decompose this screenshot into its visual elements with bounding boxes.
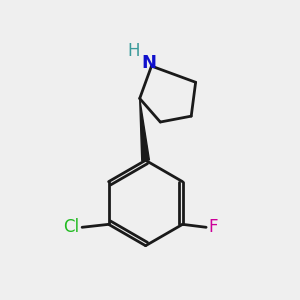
Text: F: F — [209, 218, 218, 236]
Text: H: H — [127, 42, 140, 60]
Polygon shape — [140, 98, 149, 161]
Text: N: N — [142, 54, 157, 72]
Text: Cl: Cl — [63, 218, 79, 236]
